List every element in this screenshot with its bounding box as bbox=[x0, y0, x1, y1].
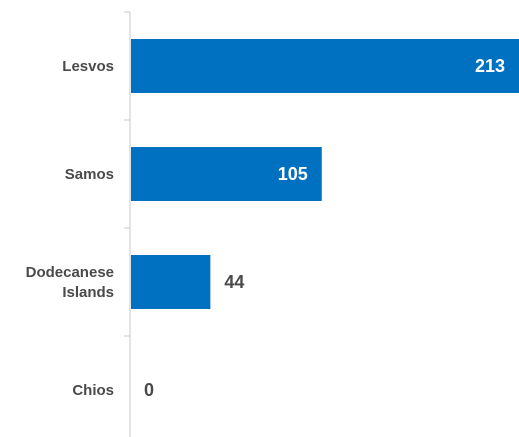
value-labels: 213 105 44 0 bbox=[144, 56, 505, 400]
value-label: 213 bbox=[475, 56, 505, 76]
value-label: 0 bbox=[144, 380, 154, 400]
y-axis-ticks bbox=[124, 11, 130, 337]
bar bbox=[131, 147, 322, 201]
bar bbox=[131, 255, 211, 309]
category-label: Dodecanese Islands bbox=[26, 264, 114, 301]
bar bbox=[131, 39, 519, 93]
value-label: 44 bbox=[224, 272, 244, 292]
value-label: 105 bbox=[278, 164, 308, 184]
category-label: Lesvos bbox=[62, 58, 114, 75]
category-label: Samos bbox=[65, 166, 114, 183]
bars-group bbox=[131, 39, 519, 309]
category-label: Chios bbox=[72, 382, 114, 399]
category-labels: Lesvos Samos Dodecanese Islands Chios bbox=[26, 58, 114, 399]
